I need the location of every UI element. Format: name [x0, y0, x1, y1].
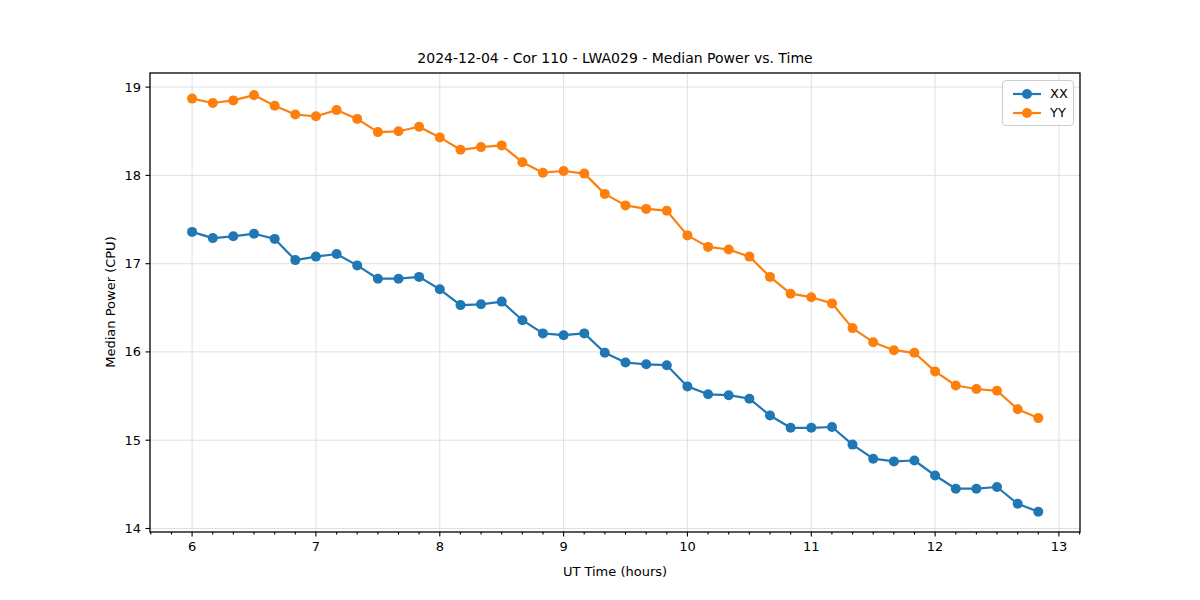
- svg-text:14: 14: [124, 521, 141, 536]
- y-tick-labels: 14 15 16 17 18 19: [124, 80, 141, 536]
- svg-text:18: 18: [124, 168, 141, 183]
- svg-text:11: 11: [803, 539, 820, 554]
- grid-lines: [150, 73, 1080, 532]
- y-axis-ticks: [146, 87, 151, 528]
- chart-figure: 2024-12-04 - Cor 110 - LWA029 - Median P…: [0, 0, 1200, 600]
- svg-text:16: 16: [124, 344, 141, 359]
- x-axis-ticks: [151, 532, 1080, 537]
- svg-text:6: 6: [188, 539, 196, 554]
- svg-text:15: 15: [124, 433, 141, 448]
- plot-spines: [150, 73, 1080, 532]
- svg-text:10: 10: [679, 539, 696, 554]
- legend-line-marker-icon: [1011, 88, 1043, 100]
- legend-label-xx: XX: [1050, 84, 1068, 103]
- svg-text:19: 19: [124, 80, 141, 95]
- svg-text:13: 13: [1051, 539, 1068, 554]
- legend: XX YY: [1002, 80, 1074, 126]
- svg-text:17: 17: [124, 256, 141, 271]
- legend-item-yy: YY: [1011, 103, 1067, 122]
- legend-line-marker-icon: [1011, 107, 1043, 119]
- legend-label-yy: YY: [1050, 103, 1066, 122]
- svg-text:7: 7: [312, 539, 320, 554]
- x-axis-label: UT Time (hours): [150, 564, 1080, 579]
- legend-item-xx: XX: [1011, 84, 1067, 103]
- svg-text:9: 9: [559, 539, 567, 554]
- svg-text:12: 12: [927, 539, 944, 554]
- svg-text:8: 8: [436, 539, 444, 554]
- x-tick-labels: 6 7 8 9 10 11 12 13: [188, 539, 1067, 554]
